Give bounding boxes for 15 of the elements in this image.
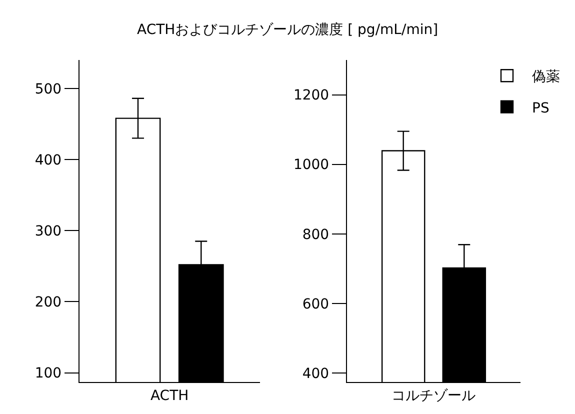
chart-title: ACTHおよびコルチゾールの濃度 [ pg/mL/min] (137, 22, 438, 38)
y-tick-label: 100 (34, 366, 62, 382)
y-tick-label: 1200 (293, 88, 330, 104)
y-tick-label: 300 (34, 224, 62, 240)
x-tick-label: コルチゾール (392, 388, 476, 404)
y-tick-label: 400 (302, 366, 330, 382)
y-tick-label: 200 (34, 294, 62, 311)
y-tick-label: 400 (34, 152, 62, 168)
y-tick-label: 500 (34, 81, 62, 98)
y-tick-label: 1000 (293, 157, 330, 174)
y-tick-label: 800 (302, 226, 330, 243)
y-tick-label: 600 (302, 296, 330, 312)
x-tick-label: ACTH (150, 388, 189, 404)
legend-label: PS (532, 100, 550, 116)
legend-label: 偽薬 (532, 69, 560, 86)
